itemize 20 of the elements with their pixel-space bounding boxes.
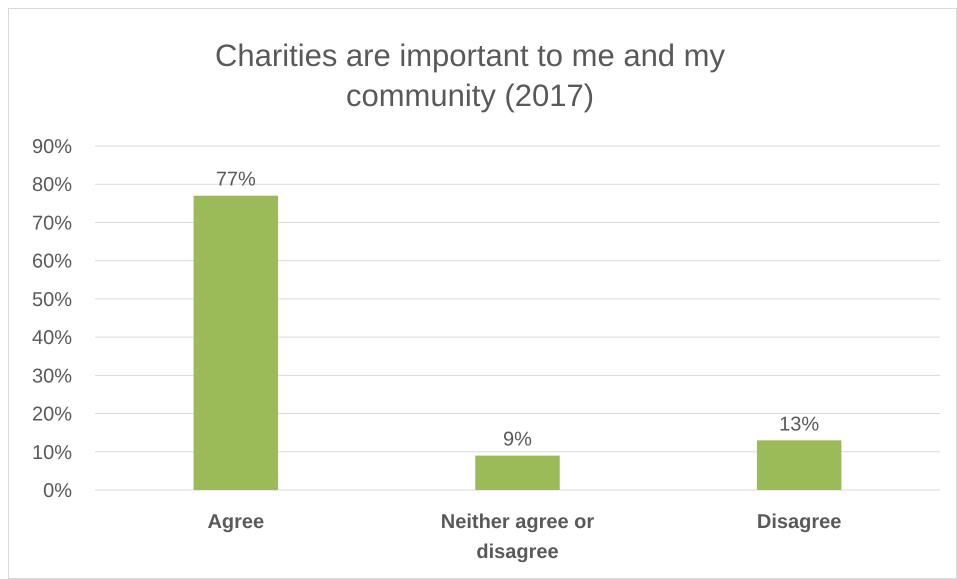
data-label: 13% <box>779 413 820 436</box>
y-tick-label: 30% <box>32 365 72 388</box>
x-tick-label: Agree <box>207 511 264 533</box>
bar <box>756 440 842 490</box>
x-tick-label: Disagree <box>756 511 842 533</box>
y-tick-label: 20% <box>32 404 72 426</box>
data-label: 77% <box>216 168 256 191</box>
y-tick-label: 90% <box>32 136 72 158</box>
y-tick-label: 80% <box>32 174 72 196</box>
y-tick-label: 70% <box>32 212 72 234</box>
bar <box>194 196 278 490</box>
y-tick-label: 60% <box>32 250 72 273</box>
y-tick-label: 50% <box>32 288 72 311</box>
y-tick-label: 40% <box>32 327 72 350</box>
x-tick-label: Neither agree or disagree <box>440 511 594 563</box>
bar <box>475 456 560 490</box>
y-tick-label: 10% <box>32 442 72 464</box>
y-tick-label: 0% <box>43 480 72 502</box>
chart-title: Charities are important to me and my community (2017) <box>215 38 726 113</box>
data-label: 9% <box>503 428 532 451</box>
